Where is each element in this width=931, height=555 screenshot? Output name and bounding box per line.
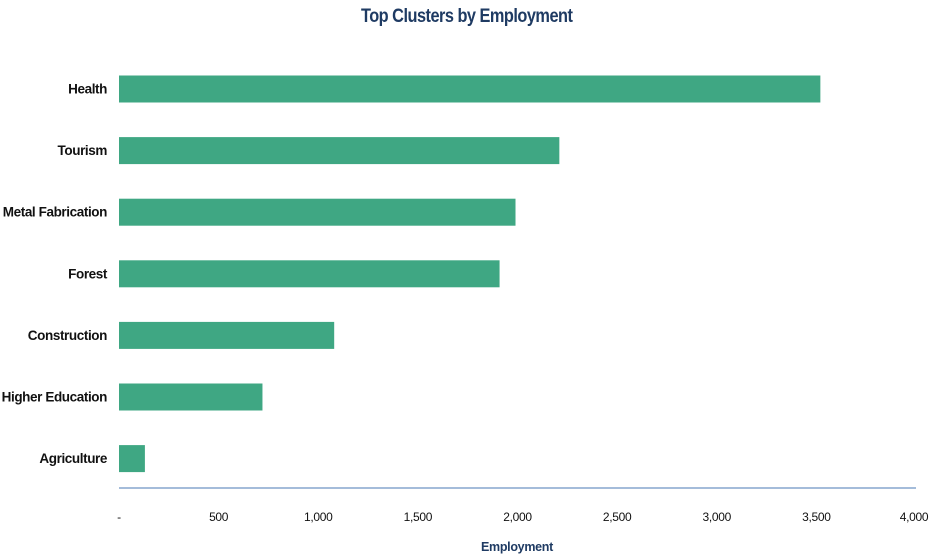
x-tick-label: 1,000 bbox=[304, 510, 333, 524]
category-label: Higher Education bbox=[2, 390, 108, 405]
category-label: Construction bbox=[28, 328, 107, 343]
x-tick-label: 2,500 bbox=[603, 510, 632, 524]
bar-construction bbox=[119, 321, 335, 349]
x-tick-label: 3,500 bbox=[802, 510, 831, 524]
category-label: Agriculture bbox=[39, 451, 108, 466]
chart-title: Top Clusters by Employment bbox=[360, 6, 573, 27]
x-tick-label: 4,000 bbox=[900, 510, 929, 524]
bar-agriculture bbox=[119, 445, 145, 473]
bar-forest bbox=[119, 260, 500, 288]
x-tick-label: 3,000 bbox=[702, 510, 731, 524]
x-tick-label: 500 bbox=[209, 510, 229, 524]
category-labels: Health Tourism Metal Fabrication Forest Cons… bbox=[2, 82, 109, 467]
category-label: Health bbox=[68, 82, 107, 97]
bar-metal-fabrication bbox=[119, 198, 516, 226]
bar-higher-education bbox=[119, 383, 263, 411]
category-label: Forest bbox=[68, 266, 108, 281]
category-label: Metal Fabrication bbox=[3, 205, 107, 220]
bars-layer bbox=[119, 75, 821, 473]
x-tick-labels: - 500 1,000 1,500 2,000 2,500 3,000 3,500 4,000 bbox=[117, 510, 929, 524]
x-tick-label: - bbox=[117, 510, 121, 524]
bar-health bbox=[119, 75, 821, 103]
x-tick-label: 1,500 bbox=[404, 510, 433, 524]
bar-tourism bbox=[119, 137, 560, 165]
category-label: Tourism bbox=[58, 143, 108, 158]
x-tick-label: 2,000 bbox=[503, 510, 532, 524]
x-axis-title: Employment bbox=[481, 540, 554, 554]
